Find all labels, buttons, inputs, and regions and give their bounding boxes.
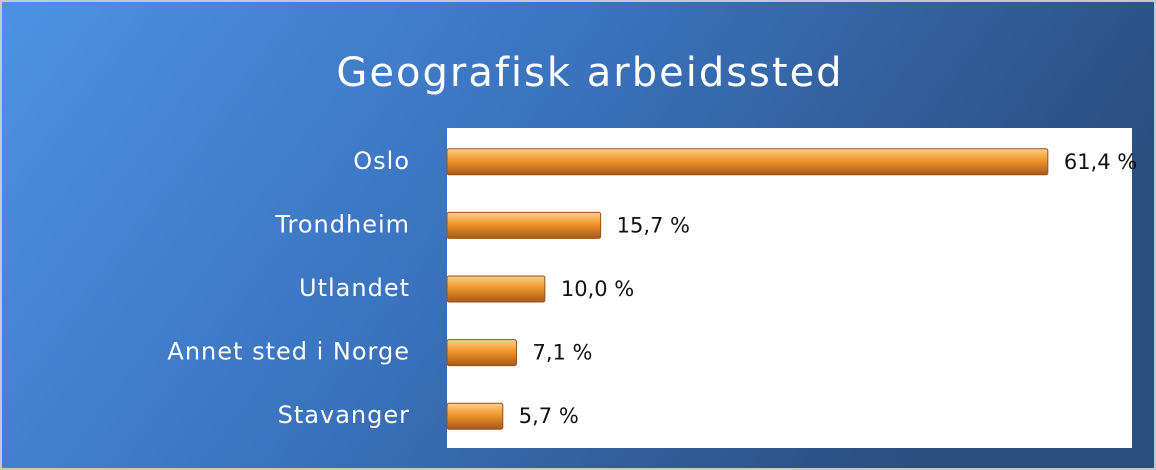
plot-area <box>447 128 1132 448</box>
category-label: Oslo <box>353 147 410 175</box>
value-label: 10,0 % <box>561 277 634 301</box>
value-label: 5,7 % <box>519 404 579 428</box>
bar <box>446 211 602 239</box>
chart-title: Geografisk arbeidssted <box>336 50 843 96</box>
category-label: Stavanger <box>278 401 410 429</box>
category-label: Utlandet <box>299 274 410 302</box>
value-label: 61,4 % <box>1064 150 1137 174</box>
value-label: 15,7 % <box>617 213 690 237</box>
bar <box>446 402 504 430</box>
bar <box>446 275 546 303</box>
category-label: Annet sted i Norge <box>167 338 410 366</box>
bar <box>446 148 1049 176</box>
category-label: Trondheim <box>274 210 410 238</box>
value-label: 7,1 % <box>532 341 592 365</box>
bar <box>446 339 517 367</box>
